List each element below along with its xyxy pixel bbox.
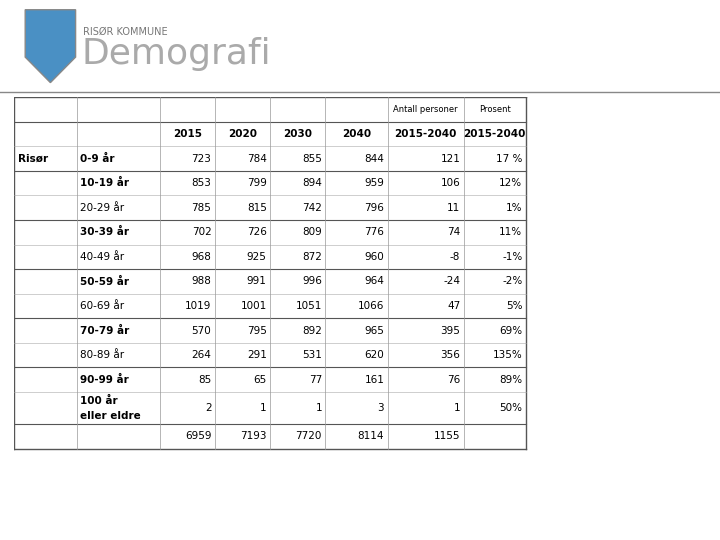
Text: 11: 11: [447, 202, 460, 213]
Text: 0-9 år: 0-9 år: [80, 153, 114, 164]
Text: 74: 74: [447, 227, 460, 238]
Text: 85: 85: [198, 375, 212, 385]
Text: 77: 77: [309, 375, 322, 385]
Text: -1%: -1%: [502, 252, 523, 262]
Text: 853: 853: [192, 178, 212, 188]
Text: -8: -8: [450, 252, 460, 262]
Text: 988: 988: [192, 276, 212, 287]
Text: 6959: 6959: [185, 431, 212, 442]
Text: 8114: 8114: [358, 431, 384, 442]
Text: 135%: 135%: [492, 350, 523, 360]
Text: 356: 356: [441, 350, 460, 360]
Text: 785: 785: [192, 202, 212, 213]
Text: 1%: 1%: [506, 202, 523, 213]
Text: 892: 892: [302, 326, 322, 336]
Text: 69%: 69%: [499, 326, 523, 336]
Text: 570: 570: [192, 326, 212, 336]
Text: 50%: 50%: [500, 403, 523, 413]
Text: 2040: 2040: [342, 129, 371, 139]
Text: 965: 965: [364, 326, 384, 336]
Text: 20-29 år: 20-29 år: [80, 202, 124, 213]
Text: 1: 1: [260, 403, 266, 413]
Text: 996: 996: [302, 276, 322, 287]
Text: 815: 815: [247, 202, 266, 213]
Text: Risør: Risør: [18, 153, 48, 164]
Text: 702: 702: [192, 227, 212, 238]
Text: 959: 959: [364, 178, 384, 188]
Polygon shape: [25, 10, 76, 83]
Text: 723: 723: [192, 153, 212, 164]
Text: 620: 620: [364, 350, 384, 360]
Text: eller eldre: eller eldre: [80, 410, 141, 421]
Text: -2%: -2%: [502, 276, 523, 287]
Text: 2015: 2015: [173, 129, 202, 139]
Text: 991: 991: [247, 276, 266, 287]
Text: 531: 531: [302, 350, 322, 360]
Text: 65: 65: [253, 375, 266, 385]
Text: 5%: 5%: [506, 301, 523, 311]
Text: 1019: 1019: [185, 301, 212, 311]
Text: 809: 809: [302, 227, 322, 238]
Text: 106: 106: [441, 178, 460, 188]
Text: 1051: 1051: [296, 301, 322, 311]
Text: RISØR
kommune: RISØR kommune: [638, 501, 672, 514]
Text: 2015-2040: 2015-2040: [464, 129, 526, 139]
Text: 872: 872: [302, 252, 322, 262]
Text: 968: 968: [192, 252, 212, 262]
Text: 795: 795: [247, 326, 266, 336]
Text: 799: 799: [247, 178, 266, 188]
Text: 1: 1: [315, 403, 322, 413]
Text: 89%: 89%: [499, 375, 523, 385]
Text: RISØR KOMMUNE: RISØR KOMMUNE: [83, 27, 168, 37]
Text: 90-99 år: 90-99 år: [80, 375, 129, 385]
Text: 17 %: 17 %: [496, 153, 523, 164]
Text: 1001: 1001: [240, 301, 266, 311]
Text: Prosent: Prosent: [479, 105, 510, 114]
Text: 395: 395: [441, 326, 460, 336]
Text: 925: 925: [247, 252, 266, 262]
Text: 100 år: 100 år: [80, 395, 117, 406]
Text: 7720: 7720: [296, 431, 322, 442]
Text: 844: 844: [364, 153, 384, 164]
Text: 47: 47: [447, 301, 460, 311]
Text: 12%: 12%: [499, 178, 523, 188]
Text: 784: 784: [247, 153, 266, 164]
Text: 2030: 2030: [283, 129, 312, 139]
Text: 80-89 år: 80-89 år: [80, 350, 124, 360]
Text: 11%: 11%: [499, 227, 523, 238]
Text: 70-79 år: 70-79 år: [80, 326, 130, 336]
Text: 2015-2040: 2015-2040: [395, 129, 457, 139]
Text: 742: 742: [302, 202, 322, 213]
Text: 3: 3: [377, 403, 384, 413]
Text: 726: 726: [247, 227, 266, 238]
Text: 1: 1: [454, 403, 460, 413]
Text: 10-19 år: 10-19 år: [80, 178, 129, 188]
Text: 161: 161: [364, 375, 384, 385]
Text: 776: 776: [364, 227, 384, 238]
Text: 121: 121: [441, 153, 460, 164]
Text: 2020: 2020: [228, 129, 257, 139]
Text: -24: -24: [444, 276, 460, 287]
Text: 960: 960: [364, 252, 384, 262]
Text: 894: 894: [302, 178, 322, 188]
Text: 796: 796: [364, 202, 384, 213]
Text: 1155: 1155: [433, 431, 460, 442]
Text: 1066: 1066: [358, 301, 384, 311]
Text: Demografi: Demografi: [81, 37, 271, 71]
Text: 964: 964: [364, 276, 384, 287]
Text: Vi skal vokse: Vi skal vokse: [22, 491, 123, 505]
Text: Antall personer: Antall personer: [393, 105, 458, 114]
Text: 30-39 år: 30-39 år: [80, 227, 129, 238]
Text: 291: 291: [247, 350, 266, 360]
Text: - gjennom kunnskap, regional utvikling og attraktivitet: - gjennom kunnskap, regional utvikling o…: [22, 516, 326, 525]
Text: 40-49 år: 40-49 år: [80, 252, 124, 262]
Text: 855: 855: [302, 153, 322, 164]
Text: 264: 264: [192, 350, 212, 360]
Text: 2: 2: [204, 403, 212, 413]
Text: 76: 76: [447, 375, 460, 385]
Text: 60-69 år: 60-69 år: [80, 301, 124, 311]
Text: 7193: 7193: [240, 431, 266, 442]
Text: 50-59 år: 50-59 år: [80, 276, 129, 287]
